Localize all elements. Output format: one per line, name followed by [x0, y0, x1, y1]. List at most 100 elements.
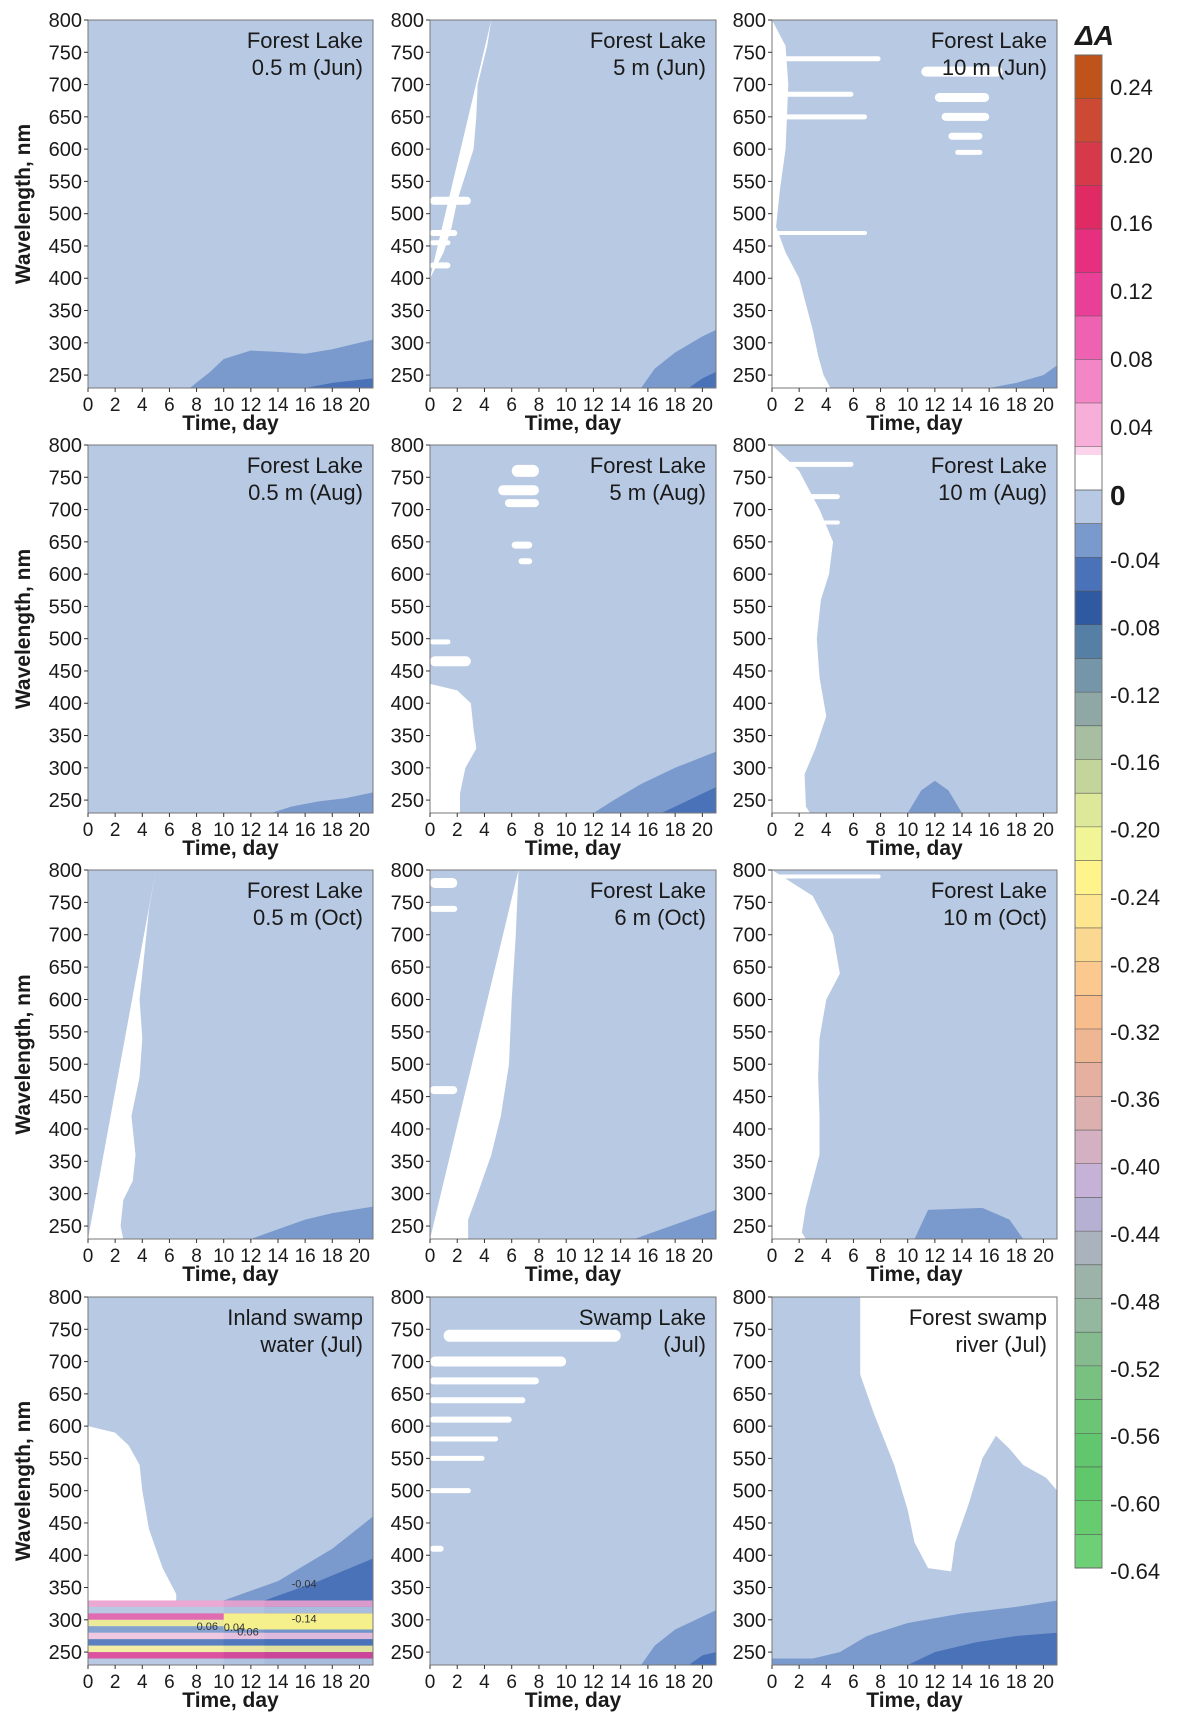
y-tick-label: 800 — [733, 860, 766, 882]
x-tick-label: 18 — [322, 1672, 343, 1693]
x-tick-label: 12 — [924, 395, 945, 416]
colorbar-label: -0.08 — [1110, 615, 1160, 640]
x-tick-label: 16 — [637, 395, 658, 416]
colorbar-segment — [1075, 793, 1102, 828]
colorbar-label: 0.04 — [1110, 415, 1153, 440]
x-tick-label: 16 — [637, 820, 658, 841]
x-tick-label: 12 — [924, 1246, 945, 1267]
x-tick-label: 18 — [1006, 820, 1027, 841]
y-tick-label: 350 — [733, 301, 766, 323]
x-tick-label: 2 — [110, 1672, 121, 1693]
colorbar-label: -0.12 — [1110, 683, 1160, 708]
panel-fl-05-jun: 250 300 350 400 450 500 550 600 650 700 750 800 0 2 4 6… — [12, 10, 374, 435]
x-tick-label: 12 — [240, 395, 261, 416]
colorbar-segment — [1075, 1500, 1102, 1535]
panel-frame — [429, 19, 717, 389]
y-tick-label: 750 — [391, 892, 424, 914]
panel-title-line2: 0.5 m (Jun) — [252, 55, 363, 80]
x-tick-label: 0 — [83, 1672, 94, 1693]
stripe-band — [88, 1606, 373, 1614]
stripe-band — [88, 1645, 373, 1653]
panel-title-line1: Forest Lake — [931, 878, 1047, 903]
x-tick-label: 20 — [349, 820, 370, 841]
colorbar-segment — [1075, 591, 1102, 626]
x-tick-label: 2 — [110, 820, 121, 841]
x-tick-label: 0 — [83, 395, 94, 416]
contour-label: -0.14 — [292, 1613, 317, 1625]
x-tick-label: 6 — [848, 395, 859, 416]
x-tick-label: 4 — [479, 820, 490, 841]
panel-background — [88, 445, 373, 813]
panel-frame — [87, 19, 374, 389]
y-tick-label: 600 — [733, 1416, 766, 1438]
stripe-band-yellow — [223, 1613, 373, 1630]
band-level-1 — [593, 751, 716, 813]
x-tick-label: 2 — [110, 1246, 121, 1267]
y-axis-label: Wavelength, nm — [12, 549, 35, 709]
x-tick-label: 0 — [425, 820, 436, 841]
panel-fl-10-oct: 250 300 350 400 450 500 550 600 650 700 750 800 0 2 4 6… — [733, 860, 1058, 1286]
no-change-stripe — [430, 1397, 526, 1404]
y-tick-label: 250 — [733, 1216, 766, 1238]
x-tick-label: 4 — [821, 820, 832, 841]
colorbar-segment — [1075, 1029, 1102, 1064]
x-tick-label: 2 — [452, 1246, 463, 1267]
no-change-stripe — [443, 1329, 621, 1342]
x-tick-label: 0 — [767, 1672, 778, 1693]
x-tick-label: 8 — [191, 1246, 202, 1267]
x-axis-label: Time, day — [866, 1263, 963, 1286]
contour-label: 0.06 — [197, 1621, 218, 1633]
y-tick-label: 700 — [49, 75, 82, 97]
colorbar-segment — [1075, 98, 1102, 143]
x-tick-label: 20 — [1033, 395, 1054, 416]
panel-title-line2: 10 m (Aug) — [938, 480, 1047, 505]
x-tick-label: 4 — [479, 395, 490, 416]
y-tick-label: 650 — [733, 957, 766, 979]
x-tick-label: 6 — [506, 1246, 517, 1267]
x-tick-label: 4 — [137, 1246, 148, 1267]
x-tick-label: 8 — [875, 820, 886, 841]
colorbar-segment — [1075, 523, 1102, 558]
colorbar-segment — [1075, 1534, 1102, 1569]
x-tick-label: 10 — [556, 1672, 577, 1693]
y-tick-label: 650 — [49, 532, 82, 554]
x-tick-label: 0 — [425, 1246, 436, 1267]
x-tick-label: 18 — [665, 1246, 686, 1267]
y-tick-label: 450 — [733, 661, 766, 683]
y-tick-label: 500 — [49, 629, 82, 651]
x-tick-label: 14 — [951, 820, 973, 841]
colorbar-label: -0.60 — [1110, 1492, 1160, 1517]
x-tick-label: 16 — [295, 1672, 316, 1693]
colorbar-segment — [1075, 1264, 1102, 1299]
y-tick-label: 600 — [733, 989, 766, 1011]
x-tick-label: 0 — [425, 1672, 436, 1693]
x-tick-label: 6 — [164, 395, 175, 416]
y-tick-label: 300 — [733, 758, 766, 780]
colorbar-label: -0.44 — [1110, 1222, 1160, 1247]
x-tick-label: 14 — [610, 820, 632, 841]
band-level-0 — [833, 1297, 861, 1504]
y-tick-label: 500 — [391, 1481, 424, 1503]
no-change-stripe — [430, 1356, 567, 1367]
colorbar-label: -0.24 — [1110, 885, 1160, 910]
y-tick-label: 600 — [49, 564, 82, 586]
no-change-stripe — [430, 230, 458, 237]
y-tick-label: 250 — [733, 365, 766, 387]
y-tick-label: 650 — [391, 957, 424, 979]
band-level-1 — [271, 792, 373, 813]
colorbar-segment — [1075, 860, 1102, 895]
panel-title-line2: river (Jul) — [955, 1332, 1047, 1357]
y-tick-label: 350 — [49, 726, 82, 748]
panel-title-line2: 5 m (Jun) — [613, 55, 706, 80]
y-tick-label: 600 — [49, 139, 82, 161]
x-tick-label: 14 — [267, 1246, 289, 1267]
x-axis-label: Time, day — [182, 412, 279, 435]
panel-fl-05-oct: 250 300 350 400 450 500 550 600 650 700 750 800 0 2 4 6… — [12, 860, 374, 1286]
x-tick-label: 8 — [534, 820, 545, 841]
colorbar-segment — [1075, 455, 1102, 490]
y-tick-label: 550 — [49, 1448, 82, 1470]
x-tick-label: 10 — [897, 820, 918, 841]
colorbar-segment — [1075, 692, 1102, 727]
colorbar-label: -0.56 — [1110, 1424, 1160, 1449]
y-tick-label: 400 — [391, 1119, 424, 1141]
